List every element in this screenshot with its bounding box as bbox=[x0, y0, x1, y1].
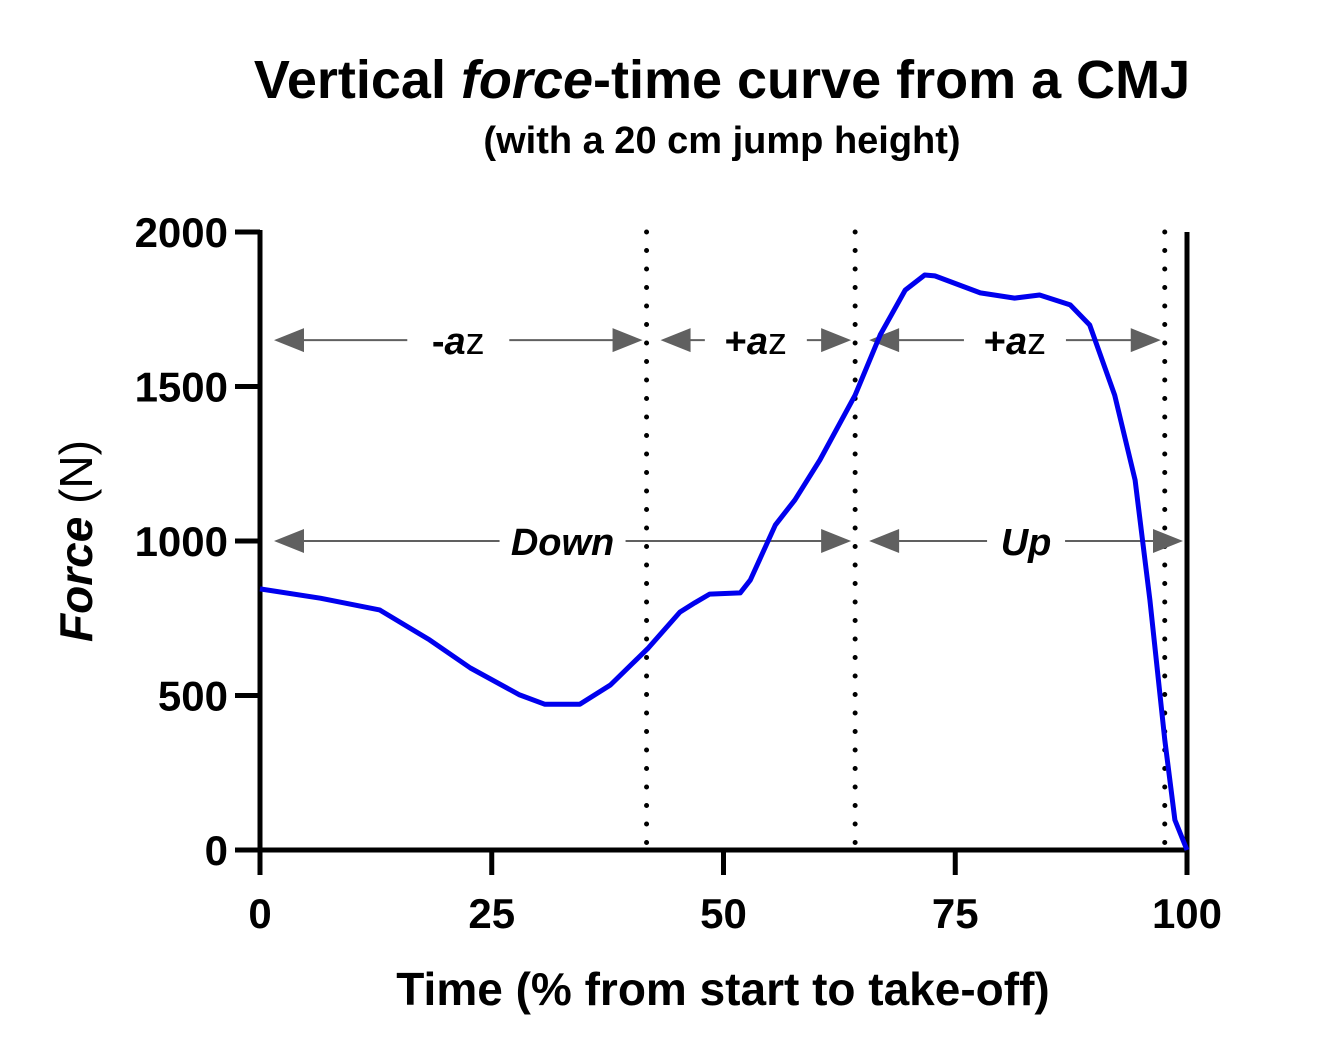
phase-label: +az bbox=[984, 321, 1046, 363]
y-axis-label-unit: (N) bbox=[50, 440, 102, 517]
sign: + bbox=[725, 321, 747, 363]
arrow-head-left bbox=[869, 529, 899, 553]
arrow-head-right bbox=[1131, 328, 1161, 352]
x-axis-label: Time (% from start to take-off) bbox=[396, 963, 1049, 1015]
x-tick-label: 0 bbox=[248, 890, 271, 937]
phase-label: -az bbox=[432, 321, 485, 363]
chart-title-pre: Vertical bbox=[254, 50, 461, 110]
phase-label: +az bbox=[725, 321, 787, 363]
x-tick-label: 100 bbox=[1152, 890, 1222, 937]
y-tick-label: 1500 bbox=[135, 364, 228, 411]
axis-subscript: z bbox=[768, 321, 787, 363]
phase-label: Up bbox=[1001, 522, 1052, 564]
axis-subscript: z bbox=[1027, 321, 1046, 363]
chart-title: Vertical force-time curve from a CMJ bbox=[254, 50, 1190, 110]
acceleration-symbol: a bbox=[445, 321, 466, 363]
phase-annotation: +az bbox=[869, 315, 1161, 365]
arrow-head-left bbox=[274, 529, 304, 553]
acceleration-symbol: a bbox=[1006, 321, 1027, 363]
phase-annotation: Down bbox=[274, 516, 851, 566]
arrow-head-left bbox=[274, 328, 304, 352]
arrow-head-left bbox=[661, 328, 691, 352]
y-tick-label: 0 bbox=[205, 827, 228, 874]
acceleration-symbol: a bbox=[747, 321, 768, 363]
phase-label: Down bbox=[511, 522, 614, 564]
arrow-head-right bbox=[821, 529, 851, 553]
x-tick-label: 25 bbox=[468, 890, 515, 937]
y-tick-label: 500 bbox=[158, 673, 228, 720]
chart-subtitle: (with a 20 cm jump height) bbox=[483, 120, 960, 162]
y-tick-label: 1000 bbox=[135, 518, 228, 565]
chart-title-post: -time curve from a CMJ bbox=[593, 50, 1190, 110]
sign: + bbox=[984, 321, 1006, 363]
axis-subscript: z bbox=[466, 321, 485, 363]
x-tick-label: 50 bbox=[700, 890, 747, 937]
sign: - bbox=[432, 321, 445, 363]
arrow-head-right bbox=[821, 328, 851, 352]
phase-annotation: +az bbox=[661, 315, 852, 365]
y-axis-label: Force (N) bbox=[50, 440, 102, 642]
x-tick-label: 75 bbox=[932, 890, 979, 937]
arrow-head-right bbox=[613, 328, 643, 352]
phase-annotation: -az bbox=[274, 315, 643, 365]
phase-annotation: Up bbox=[869, 516, 1183, 566]
y-tick-label: 2000 bbox=[135, 209, 228, 256]
chart-title-italic: force bbox=[461, 50, 593, 110]
y-axis-label-italic: Force bbox=[50, 517, 102, 642]
arrow-head-right bbox=[1153, 529, 1183, 553]
